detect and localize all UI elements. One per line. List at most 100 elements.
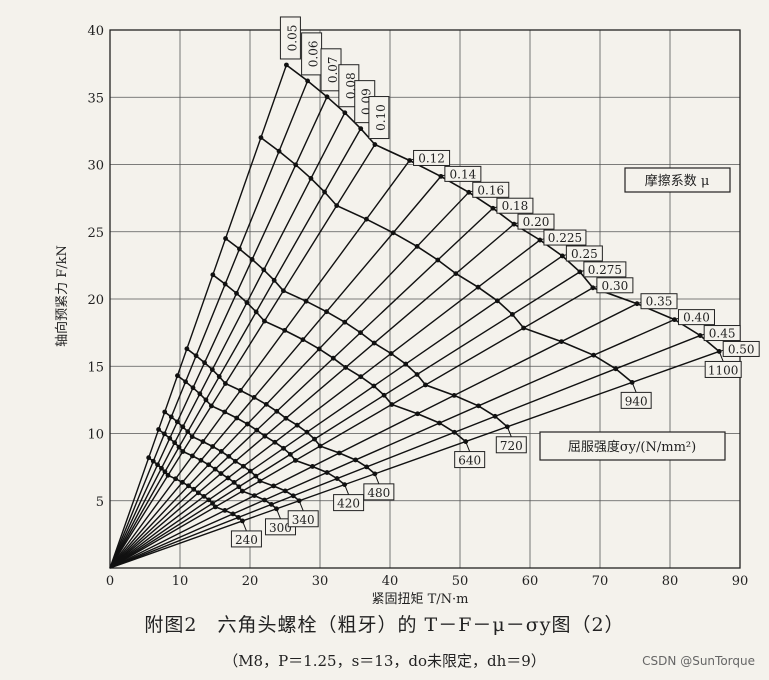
mu-label-text: 0.18 bbox=[502, 199, 529, 213]
mu-label-text: 0.16 bbox=[477, 183, 504, 197]
sigma-label-leader bbox=[718, 351, 724, 362]
x-tick-label: 90 bbox=[732, 574, 749, 589]
yield-curve bbox=[158, 428, 278, 510]
sigma-label-leader bbox=[241, 520, 247, 532]
sigma-label-text: 720 bbox=[500, 439, 523, 453]
friction-line bbox=[109, 96, 328, 569]
yield-curve bbox=[260, 136, 633, 384]
sigma-label-box bbox=[454, 451, 486, 469]
sigma-legend-box bbox=[539, 431, 726, 461]
y-axis-label: 轴向预紧力 F/kN bbox=[54, 245, 70, 347]
y-tick-label: 10 bbox=[87, 428, 104, 443]
sigma-label-text: 300 bbox=[269, 521, 292, 535]
sigma-label-leader bbox=[374, 473, 380, 485]
sigma-label-box bbox=[230, 530, 262, 548]
sigma-label-leader bbox=[506, 426, 512, 437]
friction-line bbox=[109, 64, 288, 569]
x-tick-label: 50 bbox=[452, 574, 469, 589]
mu-label: 0.05 bbox=[279, 16, 301, 60]
mu-label-text: 0.275 bbox=[588, 263, 622, 277]
yield-curve bbox=[186, 348, 376, 475]
x-tick-label: 60 bbox=[522, 574, 539, 589]
mu-label-box bbox=[279, 16, 301, 60]
mu-legend-text: 摩擦系数 μ bbox=[645, 173, 710, 189]
y-tick-label: 5 bbox=[96, 495, 104, 510]
figure-subcaption: （M8，P＝1.25，s＝13，do未限定，dh＝9） bbox=[223, 652, 546, 670]
mu-label-box bbox=[517, 213, 555, 230]
mu-label-box bbox=[565, 245, 603, 262]
sigma-label-leader bbox=[298, 500, 304, 511]
watermark: CSDN @SunTorque bbox=[642, 654, 755, 668]
x-tick-label: 80 bbox=[662, 574, 679, 589]
sigma-label-leader bbox=[465, 441, 471, 452]
sigma-label-leader bbox=[631, 382, 637, 393]
mu-label-box bbox=[496, 197, 534, 214]
mu-label-text: 0.12 bbox=[418, 151, 445, 165]
friction-line bbox=[109, 303, 638, 569]
friction-line bbox=[109, 239, 541, 569]
y-tick-label: 20 bbox=[87, 293, 104, 308]
yield-curve bbox=[148, 457, 243, 522]
mu-label: 0.07 bbox=[320, 48, 342, 92]
y-tick-label: 35 bbox=[87, 91, 104, 106]
sigma-legend-text: 屈服强度σy/(N/mm²) bbox=[568, 439, 696, 455]
friction-line bbox=[109, 287, 594, 569]
friction-line bbox=[109, 271, 581, 569]
sigma-label-box bbox=[620, 391, 652, 409]
mu-label-box bbox=[596, 277, 634, 294]
y-tick-label: 40 bbox=[87, 24, 104, 39]
yield-curve bbox=[225, 237, 508, 428]
friction-line bbox=[109, 350, 720, 569]
sigma-label-text: 1100 bbox=[708, 363, 739, 377]
plot-border bbox=[109, 29, 741, 569]
mu-label-box bbox=[722, 340, 760, 357]
friction-line bbox=[109, 128, 362, 569]
friction-line bbox=[109, 80, 309, 569]
mu-label-box bbox=[583, 261, 627, 278]
x-tick-label: 20 bbox=[242, 574, 259, 589]
friction-line bbox=[109, 207, 494, 569]
mu-label-text: 0.14 bbox=[450, 167, 477, 181]
y-tick-label: 30 bbox=[87, 159, 104, 174]
sigma-label-text: 420 bbox=[337, 497, 360, 511]
mu-label-text: 0.06 bbox=[307, 41, 321, 68]
friction-line bbox=[109, 191, 470, 569]
figure-caption: 附图2 六角头螺栓（粗牙）的 T－F－μ－σy图（2） bbox=[144, 614, 625, 636]
x-tick-label: 40 bbox=[382, 574, 399, 589]
mu-label-box bbox=[640, 293, 678, 310]
sigma-label-leader bbox=[276, 508, 281, 520]
mu-label-text: 0.07 bbox=[326, 56, 340, 83]
sigma-label-box bbox=[363, 483, 395, 501]
x-tick-label: 70 bbox=[592, 574, 609, 589]
friction-line bbox=[109, 160, 411, 569]
yield-curve bbox=[285, 64, 720, 353]
x-tick-label: 10 bbox=[172, 574, 189, 589]
yield-curve bbox=[164, 411, 300, 502]
friction-lines bbox=[109, 64, 720, 569]
friction-line bbox=[109, 255, 563, 569]
mu-label-text: 0.30 bbox=[602, 279, 629, 293]
mu-label-text: 0.25 bbox=[571, 247, 598, 261]
sigma-label-box bbox=[495, 436, 527, 454]
sigma-label-text: 240 bbox=[235, 533, 258, 547]
mu-label-text: 0.20 bbox=[523, 215, 550, 229]
friction-line bbox=[109, 144, 376, 569]
yield-curve bbox=[177, 375, 346, 486]
mu-label-text: 0.50 bbox=[728, 342, 755, 356]
yield-curves bbox=[146, 62, 722, 524]
friction-line bbox=[109, 334, 701, 569]
mu-label-box bbox=[703, 325, 741, 342]
mu-label-text: 0.10 bbox=[374, 104, 388, 131]
sigma-label-text: 640 bbox=[458, 454, 481, 468]
friction-line bbox=[109, 112, 346, 569]
mu-label-text: 0.45 bbox=[709, 327, 736, 341]
sigma-label-box bbox=[333, 494, 365, 512]
legends: 摩擦系数 μ 屈服强度σy/(N/mm²) bbox=[539, 167, 731, 461]
mu-label-text: 0.225 bbox=[548, 231, 582, 245]
friction-line bbox=[109, 175, 442, 569]
mu-label: 0.06 bbox=[301, 32, 323, 76]
mu-label-text: 0.35 bbox=[646, 295, 673, 309]
mu-label-box bbox=[444, 165, 482, 182]
mu-label-box bbox=[543, 229, 587, 246]
